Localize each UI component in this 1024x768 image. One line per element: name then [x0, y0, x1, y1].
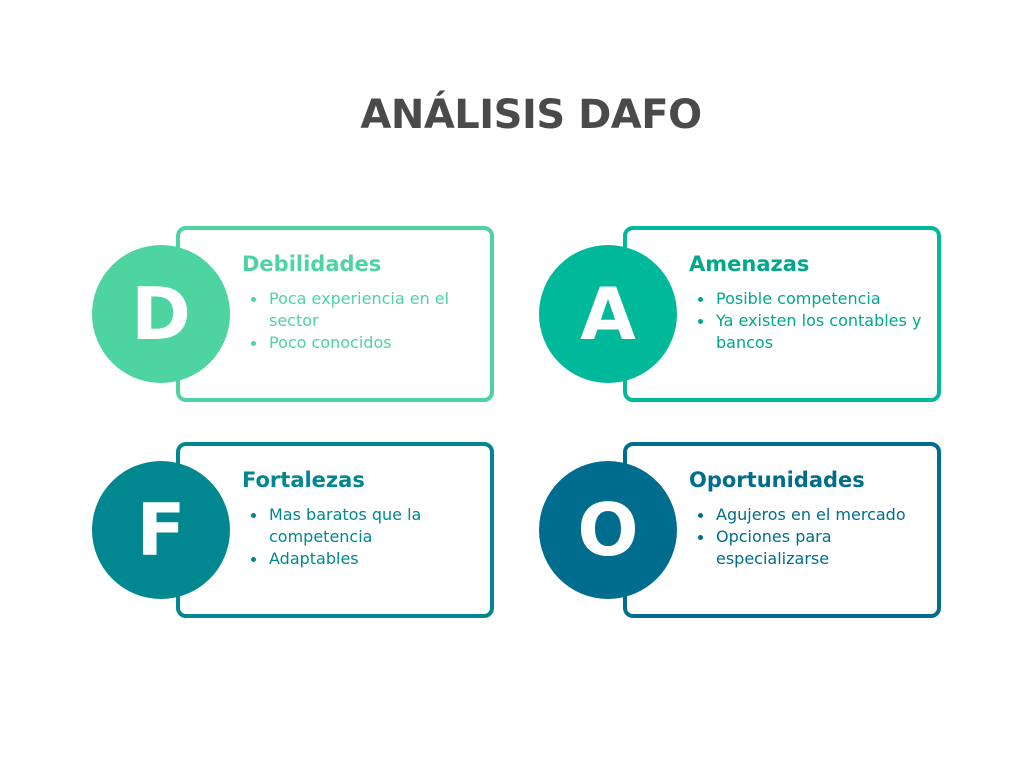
list-item: Posible competencia [689, 288, 927, 310]
quadrant-fortalezas: F Fortalezas Mas baratos que la competen… [92, 442, 498, 622]
quadrant-amenazas: A Amenazas Posible competencia Ya existe… [539, 226, 945, 406]
quadrant-debilidades: D Debilidades Poca experiencia en el sec… [92, 226, 498, 406]
quadrant-list: Mas baratos que la competencia Adaptable… [242, 504, 480, 570]
quadrant-list: Posible competencia Ya existen los conta… [689, 288, 927, 354]
quadrant-list: Agujeros en el mercado Opciones para esp… [689, 504, 927, 570]
quadrant-oportunidades: O Oportunidades Agujeros en el mercado O… [539, 442, 945, 622]
quadrant-heading: Oportunidades [689, 468, 865, 492]
letter-badge: D [92, 245, 230, 383]
letter-badge: F [92, 461, 230, 599]
list-item: Mas baratos que la competencia [242, 504, 480, 548]
list-item: Poca experiencia en el sector [242, 288, 480, 332]
list-item: Ya existen los contables y bancos [689, 310, 927, 354]
page-title: ANÁLISIS DAFO [360, 92, 702, 138]
quadrant-heading: Fortalezas [242, 468, 365, 492]
list-item: Poco conocidos [242, 332, 480, 354]
list-item: Agujeros en el mercado [689, 504, 927, 526]
letter-badge: A [539, 245, 677, 383]
quadrant-heading: Debilidades [242, 252, 382, 276]
quadrant-heading: Amenazas [689, 252, 810, 276]
letter-badge: O [539, 461, 677, 599]
list-item: Opciones para especializarse [689, 526, 927, 570]
list-item: Adaptables [242, 548, 480, 570]
quadrant-list: Poca experiencia en el sector Poco conoc… [242, 288, 480, 354]
